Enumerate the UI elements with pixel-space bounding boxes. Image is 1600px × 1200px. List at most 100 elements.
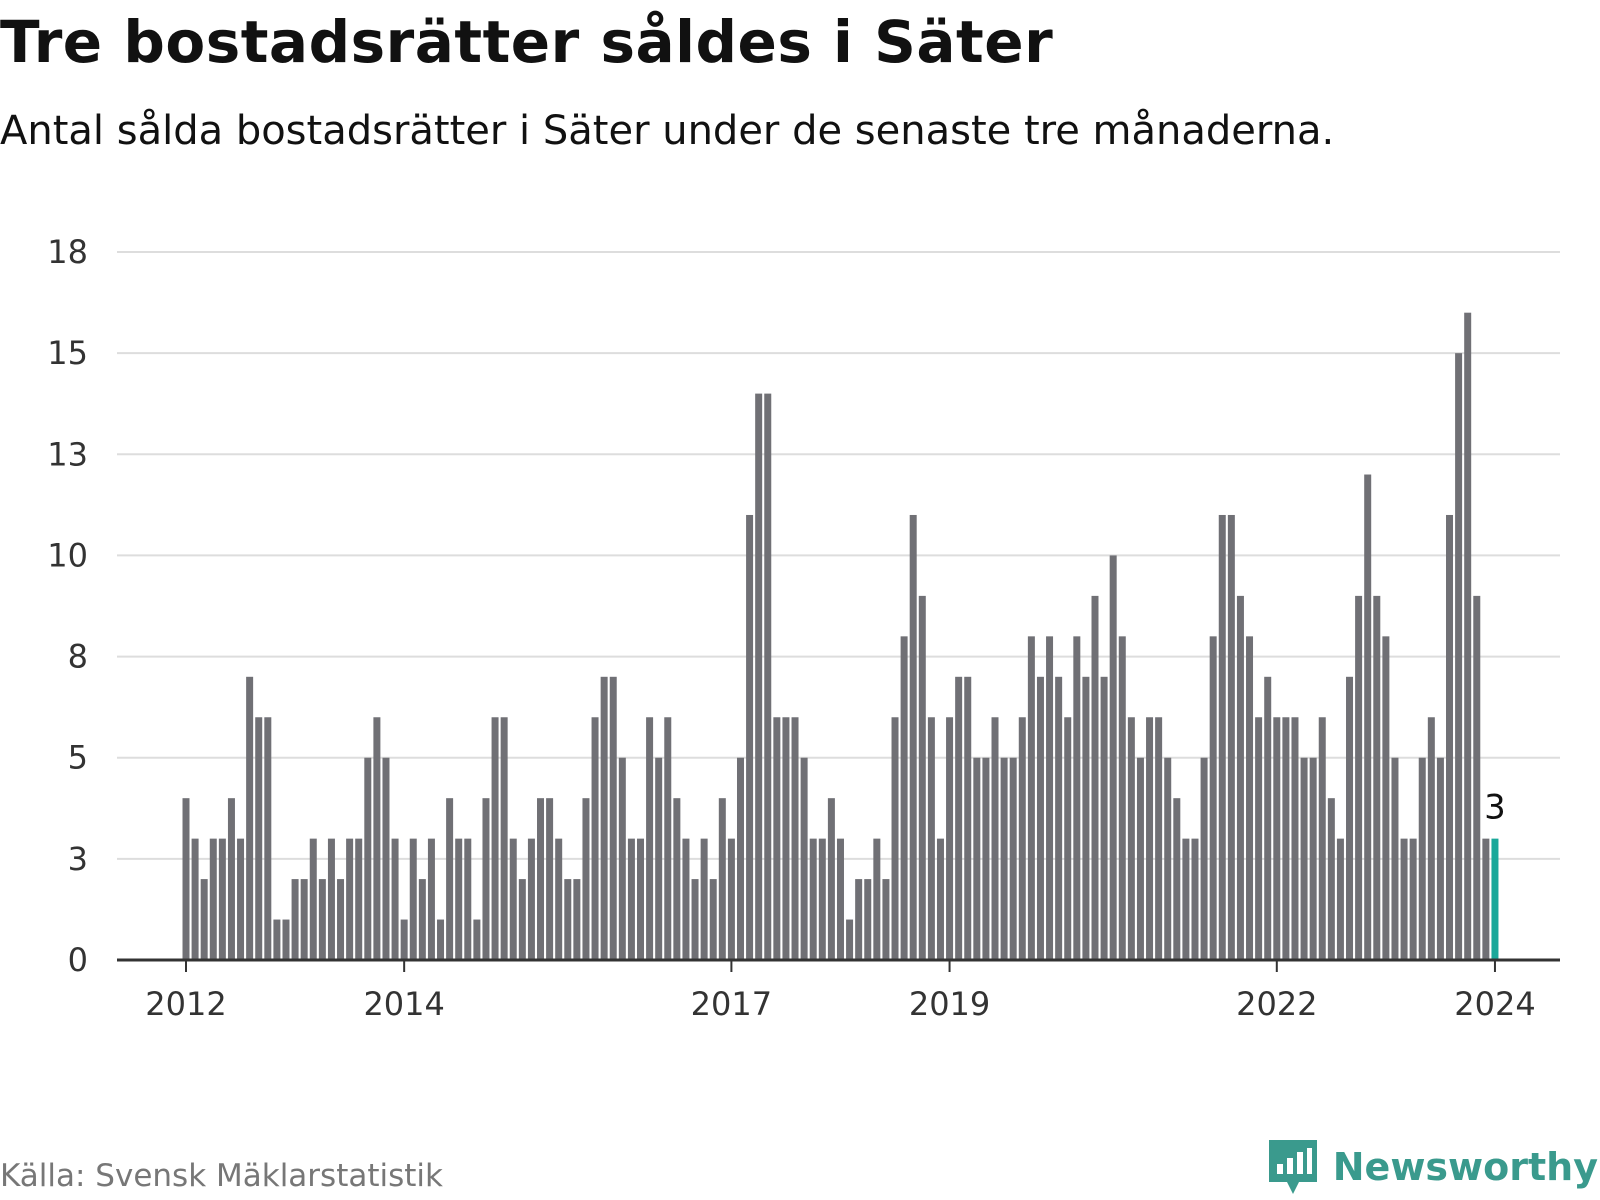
bar xyxy=(1300,757,1308,960)
bar xyxy=(482,798,490,960)
bar xyxy=(736,757,744,960)
x-tick-label: 2014 xyxy=(363,985,444,1023)
bar xyxy=(1464,312,1472,961)
bar xyxy=(637,838,644,960)
bar xyxy=(627,838,635,960)
bar xyxy=(1018,717,1026,960)
y-tick-label: 0 xyxy=(68,941,88,979)
bar xyxy=(1436,757,1444,960)
bar xyxy=(373,717,381,960)
bar xyxy=(1164,757,1172,960)
bar xyxy=(609,676,617,960)
bar xyxy=(1227,514,1235,960)
y-tick-label: 10 xyxy=(47,536,88,574)
bar xyxy=(437,919,445,960)
bar xyxy=(255,717,263,960)
newsworthy-logo-icon xyxy=(1268,1140,1317,1194)
y-tick-label: 13 xyxy=(47,435,88,473)
bar xyxy=(364,757,372,960)
bar xyxy=(1082,676,1090,960)
bar xyxy=(718,798,726,960)
bar xyxy=(418,879,426,960)
bar xyxy=(1100,676,1108,960)
bar xyxy=(391,838,399,960)
bar xyxy=(191,838,199,960)
y-tick-label: 15 xyxy=(47,334,88,372)
bar xyxy=(891,717,899,960)
bar xyxy=(237,838,245,960)
bar xyxy=(836,838,844,960)
bar xyxy=(664,717,672,960)
bar xyxy=(682,838,690,960)
bar xyxy=(1255,717,1263,960)
bar xyxy=(582,798,590,960)
x-tick-label: 2012 xyxy=(145,985,226,1023)
bar xyxy=(755,393,763,961)
bar xyxy=(182,798,190,960)
bar xyxy=(1036,676,1044,960)
bar xyxy=(355,838,363,960)
bar xyxy=(1409,838,1417,960)
bar xyxy=(1218,514,1226,960)
bar xyxy=(509,838,517,960)
bar xyxy=(1236,595,1244,960)
bar xyxy=(1364,474,1372,960)
bar xyxy=(1273,717,1281,960)
x-tick-label: 2019 xyxy=(909,985,990,1023)
bar xyxy=(1046,636,1054,960)
y-tick-label: 3 xyxy=(68,840,88,878)
y-tick-label: 8 xyxy=(68,638,88,676)
bar xyxy=(1127,717,1135,960)
bar xyxy=(1418,757,1426,960)
bar xyxy=(691,879,699,960)
bar xyxy=(1346,676,1354,960)
x-tick-label: 2017 xyxy=(691,985,772,1023)
brand-logo: Newsworthy xyxy=(1267,1138,1598,1196)
chart-subtitle: Antal sålda bostadsrätter i Säter under … xyxy=(0,108,1335,154)
bar xyxy=(500,717,508,960)
bar xyxy=(555,838,563,960)
bar xyxy=(1400,838,1408,960)
bar xyxy=(909,514,917,960)
y-tick-label: 18 xyxy=(47,233,88,271)
bar xyxy=(1182,838,1190,960)
bar xyxy=(673,798,681,960)
bar xyxy=(955,676,963,960)
bar xyxy=(982,757,990,960)
latest-value-label: 3 xyxy=(1484,788,1506,828)
data-labels: 3 xyxy=(1481,785,1509,831)
bar xyxy=(1209,636,1217,960)
bar xyxy=(209,838,217,960)
chart-title: Tre bostadsrätter såldes i Säter xyxy=(0,8,1054,76)
bar xyxy=(1327,798,1335,960)
bar xyxy=(546,798,554,960)
bar xyxy=(564,879,572,960)
bar xyxy=(1073,636,1081,960)
bar xyxy=(337,879,345,960)
bar xyxy=(573,879,581,960)
bar xyxy=(618,757,626,960)
bar xyxy=(264,717,272,960)
grid-lines xyxy=(117,251,1560,860)
bar xyxy=(773,717,781,960)
bar xyxy=(791,717,799,960)
bar xyxy=(400,919,408,960)
bar xyxy=(746,514,754,960)
bar xyxy=(1264,676,1272,960)
bar xyxy=(491,717,499,960)
bar xyxy=(1318,717,1326,960)
bar-chart: 0 3 5 8 10 13 15 18 2012 2014 2017 2019 2022 2024 3 xyxy=(47,233,1560,1023)
bar xyxy=(809,838,817,960)
bar xyxy=(1055,676,1063,960)
bar xyxy=(246,676,254,960)
bar xyxy=(591,717,599,960)
bar xyxy=(218,838,226,960)
bar xyxy=(1355,595,1363,960)
bar xyxy=(282,919,290,960)
bar xyxy=(700,838,708,960)
bar xyxy=(1118,636,1126,960)
bar xyxy=(455,838,463,960)
bar xyxy=(655,757,663,960)
bar xyxy=(1309,757,1317,960)
bar xyxy=(927,717,935,960)
